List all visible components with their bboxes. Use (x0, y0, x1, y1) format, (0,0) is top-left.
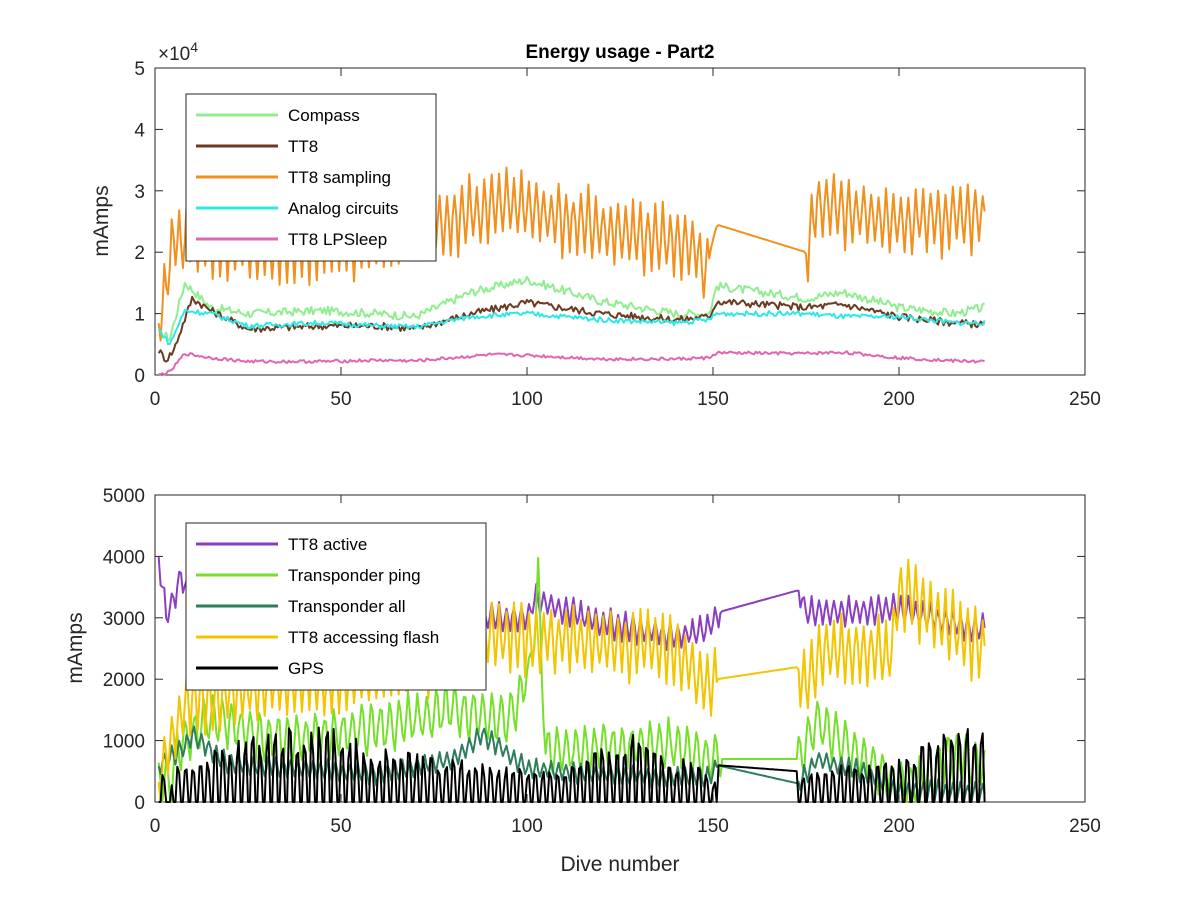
legend-label: Analog circuits (288, 199, 399, 218)
x-tick-label: 0 (150, 816, 161, 837)
top-y-exponent-label: ×104 (158, 39, 198, 65)
legend-label: TT8 LPSleep (288, 230, 387, 249)
legend-label: TT8 (288, 137, 318, 156)
legend-label: Compass (288, 106, 360, 125)
x-tick-label: 150 (697, 816, 729, 837)
legend-label: TT8 sampling (288, 168, 391, 187)
y-tick-label: 2000 (103, 670, 145, 691)
x-tick-label: 250 (1069, 816, 1101, 837)
x-tick-label: 200 (883, 389, 915, 410)
bottom-panel: Dive number mAmps 0 50 100 150 200 250 0 1000 2… (64, 486, 1101, 876)
bottom-y-axis-label: mAmps (64, 612, 87, 683)
legend-label: GPS (288, 659, 324, 678)
series-line-analog-circuits (157, 309, 986, 346)
top-y-axis-label: mAmps (90, 185, 113, 256)
y-tick-label: 4000 (103, 547, 145, 568)
y-tick-label: 2 (134, 243, 145, 264)
y-tick-label: 1 (134, 305, 145, 326)
top-y-ticks: 0 1 2 3 4 5 (134, 59, 1085, 387)
chart-title: Energy usage - Part2 (525, 42, 714, 63)
x-tick-label: 50 (330, 816, 351, 837)
series-line-compass (158, 275, 985, 342)
top-panel: Energy usage - Part2 mAmps ×104 0 50 100 15… (90, 39, 1101, 410)
y-tick-label: 3 (134, 182, 145, 203)
series-line-tt8-lpsleep (158, 350, 985, 376)
y-tick-label: 1000 (103, 732, 145, 753)
legend-label: TT8 active (288, 535, 367, 554)
y-tick-label: 3000 (103, 609, 145, 630)
x-tick-label: 0 (150, 389, 161, 410)
bottom-x-ticks: 0 50 100 150 200 250 (150, 495, 1101, 837)
y-tick-label: 0 (134, 366, 145, 387)
bottom-legend: TT8 active Transponder ping Transponder al… (185, 522, 487, 691)
x-tick-label: 100 (511, 389, 543, 410)
legend-label: Transponder ping (288, 566, 421, 585)
x-tick-label: 100 (511, 816, 543, 837)
y-tick-label: 0 (134, 793, 145, 814)
series-line-gps (158, 726, 986, 803)
top-legend: Compass TT8 TT8 sampling Analog circuits TT8… (185, 93, 437, 262)
y-tick-label: 5000 (103, 486, 145, 507)
x-tick-label: 50 (330, 389, 351, 410)
y-tick-label: 4 (134, 120, 145, 141)
x-tick-label: 200 (883, 816, 915, 837)
bottom-y-ticks: 0 1000 2000 3000 4000 5000 (103, 486, 1085, 814)
legend-label: TT8 accessing flash (288, 628, 439, 647)
bottom-x-axis-label: Dive number (560, 853, 679, 876)
series-line-transponder-ping (157, 556, 986, 803)
x-tick-label: 150 (697, 389, 729, 410)
legend-label: Transponder all (288, 597, 406, 616)
x-tick-label: 250 (1069, 389, 1101, 410)
top-x-ticks: 0 50 100 150 200 250 (150, 68, 1101, 410)
y-tick-label: 5 (134, 59, 145, 80)
